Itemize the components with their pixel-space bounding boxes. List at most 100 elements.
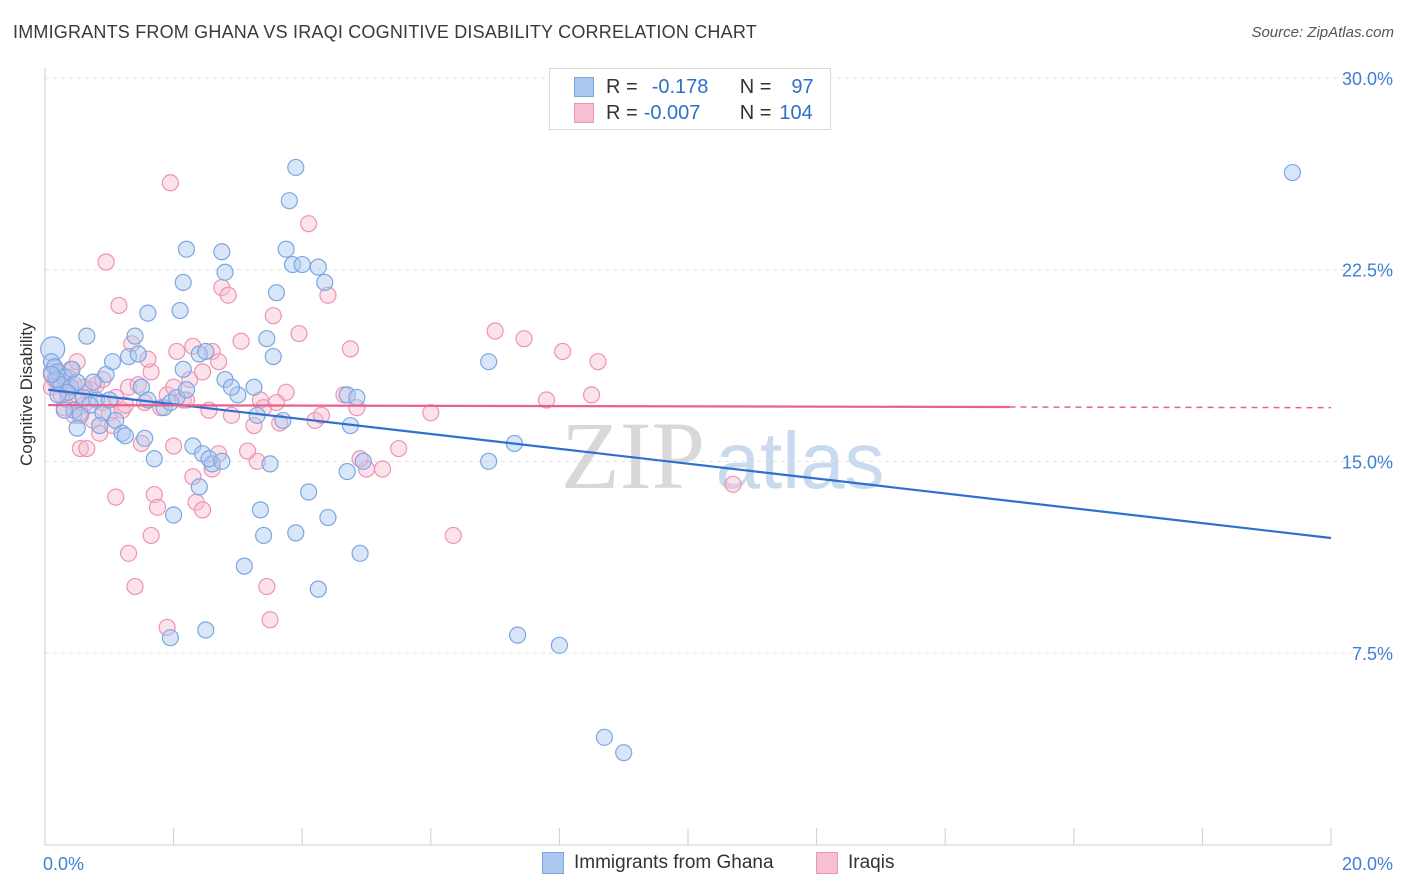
ghana-point [91,416,109,435]
chart-title: IMMIGRANTS FROM GHANA VS IRAQI COGNITIVE… [13,22,757,42]
iraqis-point [724,475,742,493]
bottom-legend-label-iraqis: Iraqis [848,852,895,873]
ghana-point [126,327,144,345]
ghana-point [480,353,498,371]
iraqis-point [142,363,160,381]
iraqis-point [145,485,163,504]
ghana-point [116,427,134,445]
iraqis-point [444,526,462,545]
iraqis-point [515,330,533,348]
iraqis-point [97,253,115,271]
iraqis-point [219,286,237,304]
ghana-point [316,273,334,292]
iraqis-point [312,406,331,424]
ghana-trend-line [48,388,1332,540]
ghana-point [255,526,273,545]
ghana-point [245,378,263,396]
legend-n-value-ghana: 97 [791,75,814,98]
iraqis-point [193,363,212,381]
iraqis-point [94,370,112,389]
iraqis-point [271,414,289,432]
ghana-point [165,506,183,524]
y-tick-label: 30.0% [1342,69,1393,89]
y-tick-label: 15.0% [1342,452,1393,472]
ghana-point [338,386,356,404]
grid-lines [45,77,1392,654]
iraqis-point [126,577,144,596]
iraqis-point [537,391,556,409]
ghana-point [509,626,527,644]
iraqis-point [300,215,318,233]
legend-n-value-iraqis: 104 [779,101,813,124]
iraqis-point [107,488,125,506]
iraqis-point [261,611,279,629]
iraqis-point [71,439,89,458]
ghana-point [129,345,147,363]
x-tick-label: 0.0% [43,854,84,874]
iraqis-point [132,434,151,453]
iraqis-point [264,307,282,325]
bottom-legend-ghana: Immigrants from Ghana [542,852,774,874]
iraqis-point [119,378,138,396]
ghana-point [280,192,298,210]
ghana-point [216,263,234,281]
ghana-point [264,347,282,366]
trend-lines [48,388,1332,540]
iraqis-point [348,399,366,417]
ghana-point [161,629,179,647]
legend-row-ghana: R = -0.178 N = 97 [574,75,814,99]
legend-r-value-ghana: -0.178 [651,75,709,98]
watermark: ZIP atlas [561,402,884,509]
legend-r-label: R = [606,75,638,98]
ghana-point [113,424,131,442]
legend-r-label: R = [606,101,638,124]
ghana-point [145,450,163,468]
ghana-point [78,327,96,345]
legend-swatch-iraqis [574,103,594,123]
ghana-point [287,158,305,177]
ghana-point [139,304,157,322]
ghana-point [222,378,241,396]
iraqis-point [582,386,601,404]
iraqis-point [373,460,392,478]
ghana-point [309,258,327,276]
iraqis-point [181,370,199,389]
iraqis-point [554,342,572,361]
legend-row-iraqis: R = -0.007 N = 104 [574,101,813,125]
ghana-point [42,365,61,384]
ghana-point [197,342,215,361]
ghana-point [235,557,253,575]
ghana-point [338,462,356,481]
ghana-point [190,478,208,496]
ghana-point [480,452,498,470]
ghana-point [293,255,311,274]
ghana-point [213,452,231,470]
ghana-point [171,301,189,320]
source-label: Source: ZipAtlas.com [1251,24,1394,41]
iraqis-point [119,544,138,562]
ghana-point [103,353,122,371]
iraqis-point [184,468,202,486]
ghana-point [42,353,61,371]
iraqis-point [158,618,176,637]
iraqis-point [341,340,360,358]
watermark-zip: ZIP [561,402,705,509]
bottom-legend-swatch-iraqis [816,852,838,874]
ghana-point [351,544,369,562]
iraqis-point [78,439,96,458]
iraqis-point [232,332,250,350]
ghana-point [84,373,102,391]
iraqis-point [161,174,179,192]
legend-n-label: N = [739,75,772,98]
iraqis-point [168,342,186,361]
bottom-legend-iraqis: Iraqis [816,852,894,874]
ghana-point [71,406,89,424]
legend-n-label: N = [739,101,772,124]
ghana-point [274,411,292,430]
ghana-point [63,360,81,378]
ghana-point [251,501,270,519]
iraqis-point [486,322,504,340]
watermark-atlas: atlas [716,416,885,505]
ghana-point [261,455,279,473]
